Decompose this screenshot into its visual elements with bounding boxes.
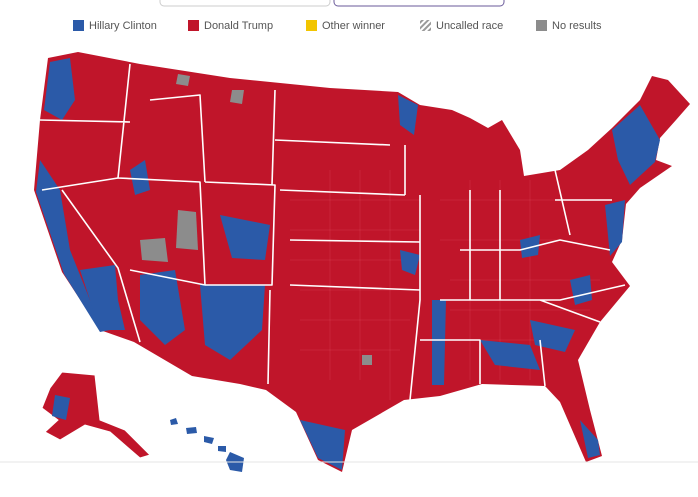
legend-swatch — [188, 20, 199, 31]
legend-label: Other winner — [322, 20, 385, 32]
state-borders — [39, 63, 626, 401]
legend-swatch — [420, 20, 431, 31]
tab-box[interactable] — [333, 0, 505, 7]
search-box[interactable] — [159, 0, 331, 7]
legend-label: Donald Trump — [204, 20, 273, 32]
legend-swatch — [306, 20, 317, 31]
clinton-counties — [36, 58, 660, 470]
hawaii — [170, 418, 244, 472]
legend-swatch — [73, 20, 84, 31]
contiguous-us — [34, 52, 690, 472]
election-map — [34, 52, 690, 472]
alaska — [41, 371, 151, 459]
legend-label: Uncalled race — [436, 20, 503, 32]
legend-label: Hillary Clinton — [89, 20, 157, 32]
legend-label: No results — [552, 20, 602, 32]
legend-swatch — [536, 20, 547, 31]
no-result-counties — [140, 74, 372, 365]
legend: Hillary Clinton Donald Trump Other winner U… — [73, 20, 602, 32]
alaska-blue — [52, 395, 70, 420]
